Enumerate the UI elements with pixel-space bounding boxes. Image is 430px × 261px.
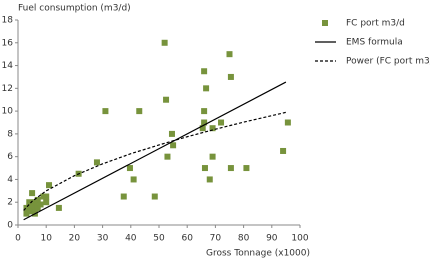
data-point	[280, 147, 287, 154]
data-point	[151, 193, 158, 200]
data-point	[227, 73, 234, 80]
data-point	[243, 165, 250, 172]
data-point	[201, 108, 208, 115]
legend-label: FC port m3/d	[346, 19, 405, 29]
y-tick-label: 6	[7, 152, 13, 162]
x-tick-label: 80	[238, 234, 250, 244]
data-point	[102, 108, 109, 115]
data-point	[43, 199, 50, 206]
y-tick-label: 4	[7, 175, 13, 185]
x-tick-label: 10	[40, 234, 52, 244]
x-tick-label: 20	[69, 234, 81, 244]
y-tick-label: 14	[2, 61, 14, 71]
data-point	[209, 153, 216, 160]
data-point	[201, 119, 208, 126]
y-tick-label: 18	[2, 16, 14, 26]
data-point	[218, 119, 225, 126]
data-point	[23, 204, 30, 211]
x-tick-label: 40	[125, 234, 137, 244]
data-point	[29, 190, 36, 197]
y-tick-label: 12	[2, 84, 13, 94]
data-point	[136, 108, 143, 115]
data-point	[284, 119, 291, 126]
legend-label: Power (FC port m3/	[346, 57, 430, 67]
x-tick-label: 0	[15, 234, 21, 244]
y-tick-label: 0	[7, 221, 13, 231]
data-point	[46, 182, 53, 189]
data-point	[37, 201, 44, 208]
trend-line	[23, 81, 287, 221]
data-point	[26, 199, 33, 206]
legend-label: EMS formula	[346, 38, 403, 48]
data-point	[201, 68, 208, 75]
data-point	[161, 39, 168, 46]
data-point	[120, 193, 127, 200]
data-point	[130, 176, 137, 183]
data-point	[226, 51, 233, 58]
data-point	[126, 165, 133, 172]
trend-line	[23, 111, 287, 211]
x-tick-label: 100	[291, 234, 308, 244]
data-point	[29, 204, 36, 211]
y-tick-label: 8	[7, 129, 13, 139]
data-point	[164, 153, 171, 160]
data-point	[55, 204, 62, 211]
x-tick-label: 30	[97, 234, 109, 244]
data-point	[163, 96, 170, 103]
x-tick-label: 90	[266, 234, 278, 244]
x-tick-label: 60	[181, 234, 193, 244]
data-point	[199, 125, 206, 132]
data-point	[43, 193, 50, 200]
data-point	[170, 142, 177, 149]
data-point	[206, 176, 213, 183]
y-tick-label: 2	[7, 198, 13, 208]
data-point	[34, 204, 41, 211]
x-tick-label: 50	[153, 234, 165, 244]
data-point	[203, 85, 210, 92]
data-point	[93, 159, 100, 166]
data-point	[201, 165, 208, 172]
chart-title: Fuel consumption (m3/d)	[18, 4, 131, 14]
data-point	[34, 196, 41, 203]
y-tick-label: 16	[2, 38, 14, 48]
y-tick-label: 10	[2, 107, 14, 117]
data-point	[168, 130, 175, 137]
data-point	[26, 208, 33, 215]
data-point	[227, 165, 234, 172]
legend-marker	[322, 20, 328, 26]
data-point	[209, 125, 216, 132]
x-tick-label: 70	[210, 234, 222, 244]
x-axis-title: Gross Tonnage (x1000)	[206, 249, 310, 259]
